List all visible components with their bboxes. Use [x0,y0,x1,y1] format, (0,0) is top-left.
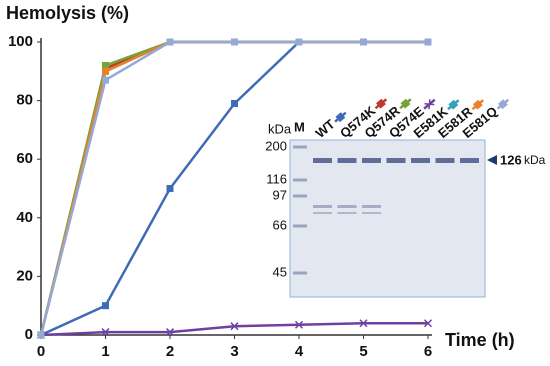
point [448,99,459,110]
gel-band [337,212,357,214]
gel-band [386,158,406,163]
gel-unit-label: kDa [268,121,292,136]
x-tick-label: 6 [424,343,432,360]
point [231,100,238,108]
gel-marker-band [293,224,307,228]
x-tick-label: 0 [37,343,45,360]
gel-band [337,158,357,163]
point [230,322,239,331]
gel-marker-size: 116 [266,171,287,186]
point [335,112,346,123]
point [101,328,110,337]
band-size: 126 [500,152,522,167]
point [165,328,175,337]
point [400,98,411,109]
point [166,185,174,192]
y-tick-label: 60 [16,150,33,167]
point [360,38,367,46]
gel-band [362,158,381,163]
gel-band [313,212,332,214]
y-tick-label: 100 [8,33,33,50]
point [231,38,238,46]
y-tick-label: 40 [16,209,33,226]
point [359,319,368,328]
gel-marker-lane: M [294,119,305,134]
point [376,98,386,109]
band-unit: kDa [524,153,546,167]
point [102,302,109,310]
gel-band [313,205,332,208]
x-tick-label: 3 [230,343,238,360]
point [166,38,174,46]
gel-image [289,139,486,298]
gel-marker-band [293,194,307,198]
point [102,61,109,69]
point [294,320,304,329]
x-tick-label: 4 [295,343,304,360]
point [423,319,433,328]
series-line [40,322,428,337]
point [472,99,483,110]
point [424,99,435,110]
gel-band [313,158,332,163]
y-axis-label: Hemolysis (%) [6,3,129,23]
x-tick-label: 5 [359,343,367,360]
gel-band [460,158,479,163]
gel-marker-band [293,145,307,149]
point [102,67,109,75]
gel-band [362,205,381,208]
gel-marker-band [293,178,307,182]
point [497,99,508,110]
y-tick-label: 20 [16,267,33,284]
band-arrow [487,155,497,165]
legend-label: WT [312,116,337,141]
gel-marker-size: 200 [265,138,287,153]
point [102,76,109,84]
gel-band [411,158,430,163]
point [295,38,303,46]
gel-marker-size: 97 [273,187,287,202]
point [37,331,45,339]
point [424,38,432,46]
gel-band [435,158,455,163]
x-tick-label: 2 [166,343,174,360]
gel-marker-band [293,271,307,275]
gel-marker-size: 45 [273,264,287,279]
y-tick-label: 80 [16,92,33,109]
gel-band [362,212,381,214]
x-axis-label: Time (h) [445,330,515,350]
gel-marker-size: 66 [273,217,287,232]
x-tick-label: 1 [101,343,109,360]
y-tick-label: 0 [25,326,33,343]
gel-band [337,205,357,208]
